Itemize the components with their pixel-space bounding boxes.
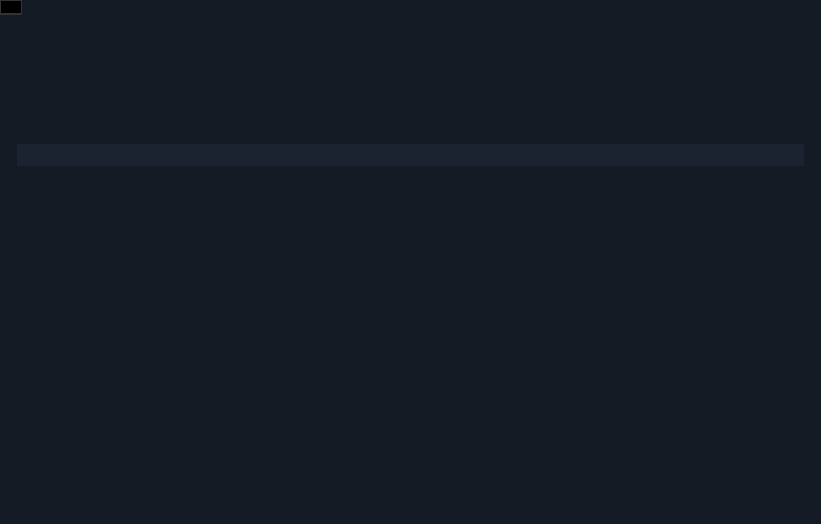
series-plot[interactable] <box>0 0 821 524</box>
chart-tooltip <box>0 0 22 15</box>
plot-band <box>17 144 804 166</box>
tooltip-date <box>1 1 21 14</box>
financials-chart <box>0 0 821 524</box>
